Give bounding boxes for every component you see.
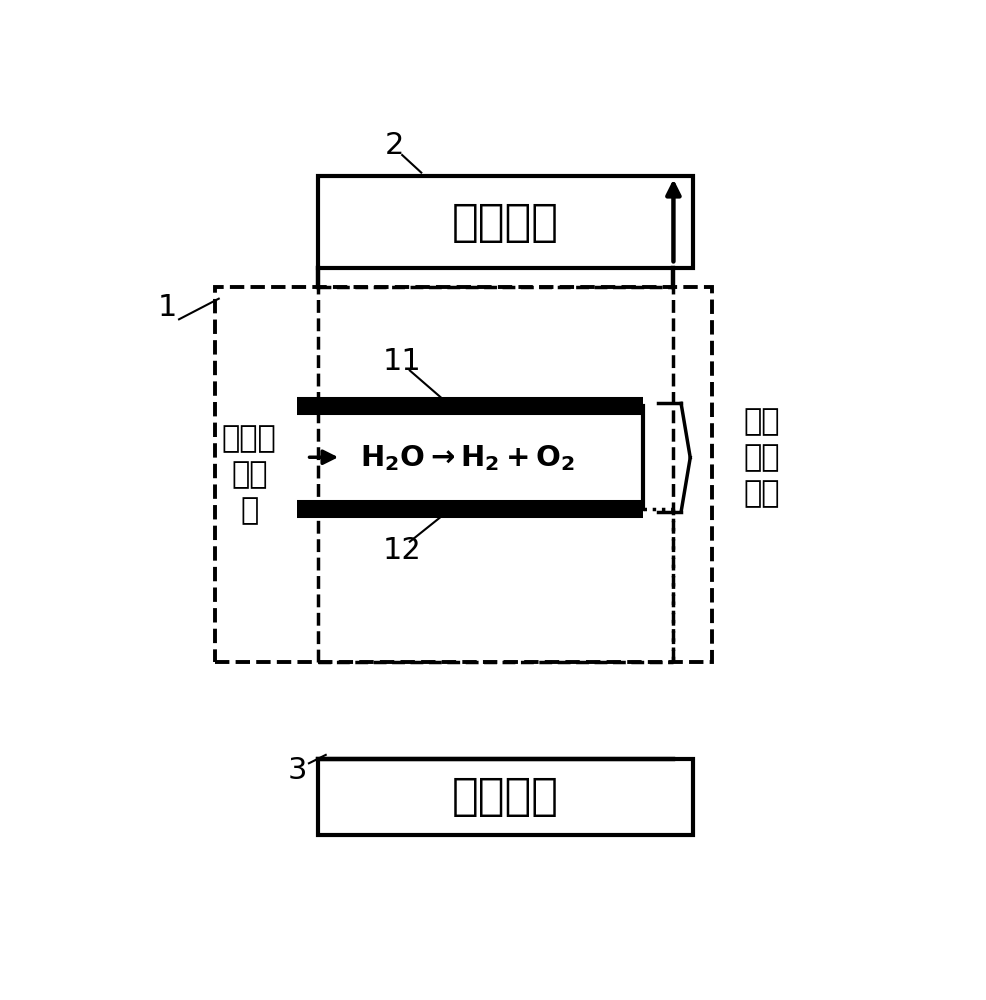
Text: 无膜水
电解
池: 无膜水 电解 池	[222, 424, 277, 525]
Text: $\mathbf{H_2O \rightarrow H_2 + O_2}$: $\mathbf{H_2O \rightarrow H_2 + O_2}$	[360, 443, 575, 473]
Bar	[318, 759, 692, 835]
Text: 3: 3	[288, 756, 308, 785]
Text: 11: 11	[383, 347, 422, 376]
Text: 微纳
尺度
间隔: 微纳 尺度 间隔	[743, 407, 780, 508]
Bar	[318, 176, 692, 268]
Bar	[215, 287, 712, 662]
Text: 12: 12	[383, 536, 422, 565]
Text: 1: 1	[158, 293, 177, 322]
Text: 流动组件: 流动组件	[452, 201, 559, 244]
Text: 供电组件: 供电组件	[452, 775, 559, 818]
Text: 2: 2	[385, 131, 404, 160]
